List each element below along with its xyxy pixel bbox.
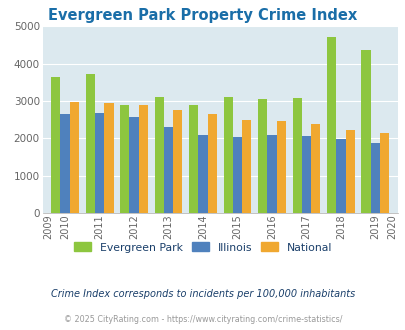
Bar	[379, 133, 388, 213]
Bar	[258, 99, 266, 213]
Bar	[301, 136, 310, 213]
Bar	[345, 130, 354, 213]
Bar	[370, 144, 379, 213]
Bar	[276, 121, 285, 213]
Text: Crime Index corresponds to incidents per 100,000 inhabitants: Crime Index corresponds to incidents per…	[51, 289, 354, 299]
Bar	[241, 120, 251, 213]
Bar	[335, 139, 345, 213]
Bar	[95, 113, 104, 213]
Bar	[292, 98, 301, 213]
Bar	[85, 74, 95, 213]
Bar	[70, 103, 79, 213]
Bar	[189, 105, 198, 213]
Bar	[310, 124, 320, 213]
Bar	[154, 97, 164, 213]
Bar	[326, 37, 335, 213]
Bar	[129, 116, 139, 213]
Bar	[207, 115, 216, 213]
Bar	[120, 105, 129, 213]
Legend: Evergreen Park, Illinois, National: Evergreen Park, Illinois, National	[69, 238, 336, 257]
Bar	[198, 135, 207, 213]
Bar	[360, 50, 370, 213]
Bar	[164, 127, 173, 213]
Text: Evergreen Park Property Crime Index: Evergreen Park Property Crime Index	[48, 8, 357, 23]
Bar	[266, 135, 276, 213]
Bar	[232, 137, 241, 213]
Text: © 2025 CityRating.com - https://www.cityrating.com/crime-statistics/: © 2025 CityRating.com - https://www.city…	[64, 315, 341, 324]
Bar	[173, 110, 182, 213]
Bar	[223, 96, 232, 213]
Bar	[60, 114, 70, 213]
Bar	[139, 105, 148, 213]
Bar	[104, 103, 113, 213]
Bar	[51, 78, 60, 213]
